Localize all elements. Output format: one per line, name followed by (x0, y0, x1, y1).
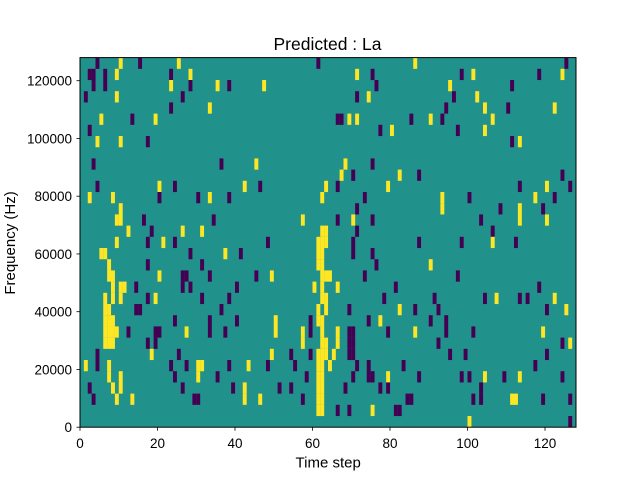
svg-text:60: 60 (305, 436, 320, 451)
svg-text:Predicted : La: Predicted : La (274, 34, 382, 54)
svg-text:40: 40 (227, 436, 242, 451)
svg-text:40000: 40000 (34, 305, 72, 320)
svg-text:100000: 100000 (27, 131, 72, 146)
svg-text:0: 0 (64, 420, 72, 435)
svg-text:20: 20 (150, 436, 165, 451)
svg-text:80000: 80000 (34, 189, 72, 204)
svg-text:0: 0 (76, 436, 84, 451)
svg-text:80: 80 (382, 436, 397, 451)
svg-text:100: 100 (456, 436, 479, 451)
svg-text:20000: 20000 (34, 362, 72, 377)
svg-text:120000: 120000 (27, 74, 72, 89)
svg-text:Frequency (Hz): Frequency (Hz) (2, 191, 19, 294)
svg-text:60000: 60000 (34, 247, 72, 262)
svg-text:120: 120 (534, 436, 557, 451)
svg-text:Time step: Time step (296, 455, 361, 472)
